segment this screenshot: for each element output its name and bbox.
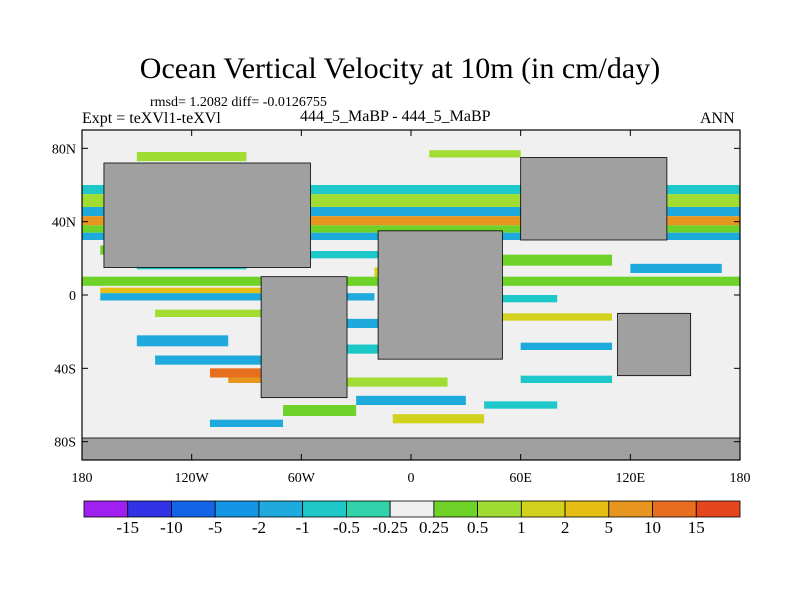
axis-ticks: 180 120W 60W 0 60E 120E 180 80N 40N 0 40S 80S	[52, 130, 751, 486]
colorbar-label: 15	[688, 518, 705, 537]
velocity-patch	[484, 401, 558, 409]
colorbar-box	[477, 500, 522, 518]
x-tick-label: 180	[72, 471, 93, 486]
colorbar-label: 5	[605, 518, 614, 537]
zonal-band	[82, 207, 740, 217]
colorbar-box	[652, 500, 697, 518]
colorbar-box	[83, 500, 129, 518]
colorbar-label: 0.5	[467, 518, 488, 537]
velocity-patch	[209, 419, 284, 427]
colorbar-label: -10	[160, 518, 183, 537]
y-tick-label: 80S	[54, 436, 76, 451]
land-south-america	[260, 276, 348, 399]
colorbar-label: 1	[517, 518, 526, 537]
colorbar-box	[258, 500, 304, 518]
colorbar-box	[214, 500, 260, 518]
season-label: ANN	[700, 110, 735, 127]
y-tick-label: 0	[69, 289, 76, 304]
colorbar-box	[695, 500, 741, 518]
velocity-patch	[484, 254, 613, 266]
velocity-patch	[301, 251, 411, 259]
x-tick-label: 120E	[616, 471, 646, 486]
colorbar-label: 10	[644, 518, 661, 537]
land-north-america	[103, 162, 311, 268]
velocity-patch	[356, 395, 466, 405]
x-tick-label: 60E	[509, 471, 532, 486]
zonal-band	[82, 216, 740, 226]
velocity-patch	[136, 335, 229, 347]
colorbar-box	[608, 500, 653, 518]
chart-title: Ocean Vertical Velocity at 10m (in cm/da…	[139, 52, 661, 85]
velocity-patch	[283, 405, 357, 416]
land-africa	[377, 230, 503, 360]
colorbar: -15 -10 -5 -2 -1 -0.5 -0.25 0.25 0.5 1 2 5 10 15	[83, 500, 741, 537]
x-tick-label: 0	[408, 471, 415, 486]
colorbar-label: 2	[561, 518, 570, 537]
zonal-band	[82, 225, 740, 233]
colorbar-label: -15	[116, 518, 139, 537]
velocity-patch	[155, 309, 302, 317]
velocity-patch	[429, 150, 521, 158]
velocity-patch	[520, 342, 613, 350]
map-plot-area	[82, 130, 740, 460]
case-subtitle: 444_5_MaBP - 444_5_MaBP	[300, 108, 491, 125]
colorbar-box	[127, 500, 172, 518]
colorbar-label: 0.25	[419, 518, 449, 537]
colorbar-box	[345, 500, 391, 518]
velocity-patch	[136, 152, 247, 162]
colorbar-box	[520, 500, 566, 518]
velocity-patch	[484, 313, 613, 321]
x-tick-label: 60W	[288, 471, 316, 486]
colorbar-box	[389, 500, 435, 518]
zonal-band	[82, 185, 740, 195]
y-tick-label: 40N	[52, 216, 76, 231]
colorbar-box	[171, 500, 216, 518]
velocity-patch	[319, 377, 448, 387]
x-tick-label: 120W	[175, 471, 210, 486]
y-tick-label: 80N	[52, 142, 76, 157]
x-tick-label: 180	[730, 471, 751, 486]
y-tick-label: 40S	[54, 362, 76, 377]
velocity-patch	[100, 293, 375, 301]
experiment-label: Expt = teXVl1-teXVl	[82, 110, 221, 127]
colorbar-label: -2	[252, 518, 266, 537]
velocity-patch	[630, 263, 722, 273]
velocity-patch	[520, 375, 613, 383]
colorbar-box	[433, 500, 479, 518]
colorbar-label: -1	[296, 518, 310, 537]
stats-text: rmsd= 1.2082 diff= -0.0126755	[150, 95, 327, 110]
colorbar-box	[302, 500, 347, 518]
velocity-patch	[155, 355, 284, 365]
land-antarctica	[82, 437, 740, 460]
colorbar-label: -0.5	[333, 518, 360, 537]
land-asia	[520, 157, 668, 241]
colorbar-label: -0.25	[372, 518, 407, 537]
land-australia	[617, 312, 692, 377]
velocity-patch	[392, 414, 485, 424]
colorbar-label: -5	[208, 518, 222, 537]
velocity-patch	[100, 287, 338, 294]
colorbar-box	[564, 500, 610, 518]
